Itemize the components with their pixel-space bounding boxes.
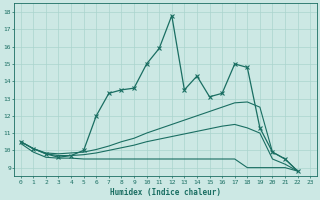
X-axis label: Humidex (Indice chaleur): Humidex (Indice chaleur) bbox=[110, 188, 221, 197]
